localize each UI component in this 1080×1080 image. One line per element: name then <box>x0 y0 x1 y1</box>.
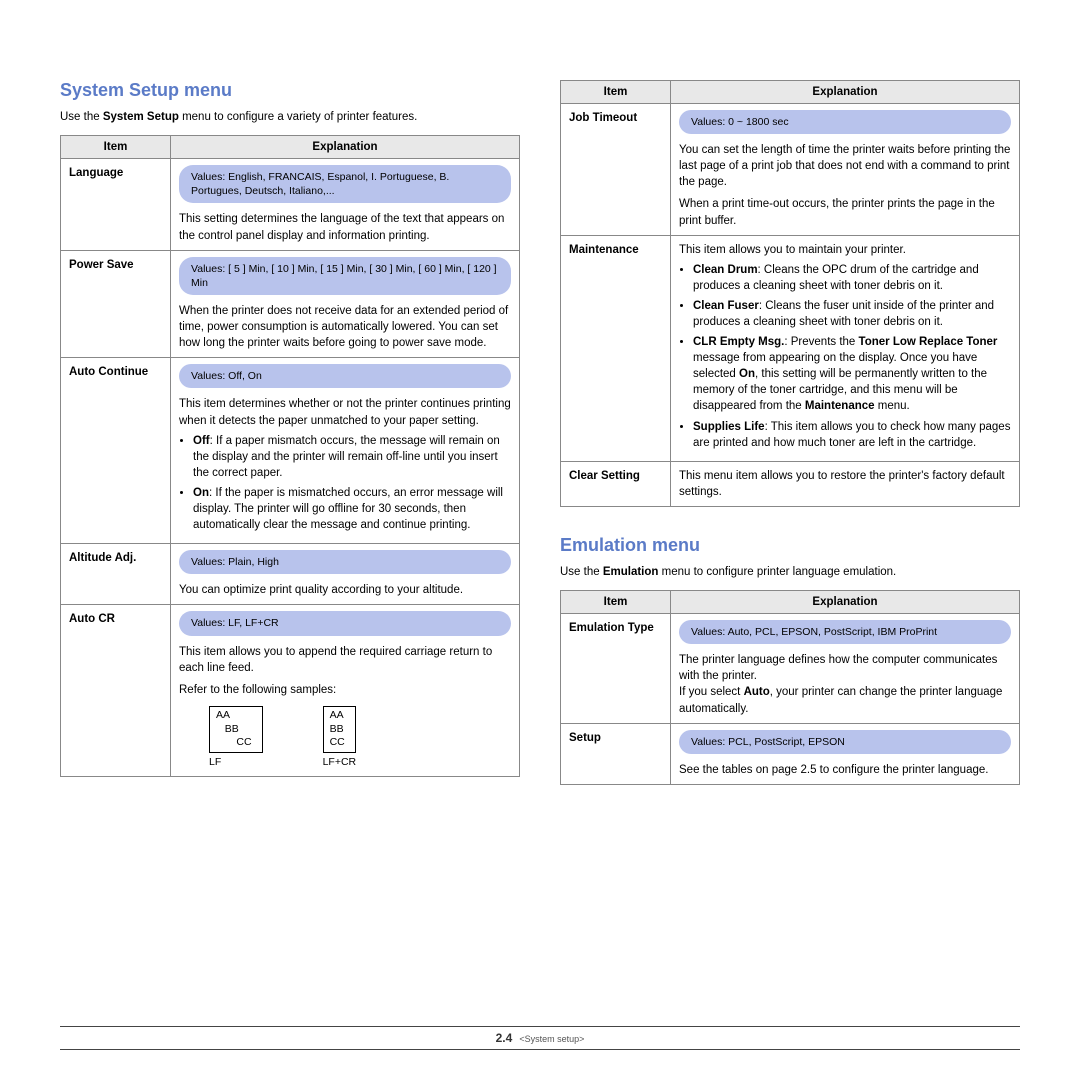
sample-lfcr-box: AA BB CC <box>323 706 357 753</box>
explain-language: Values: English, FRANCAIS, Espanol, I. P… <box>171 159 520 251</box>
th-item: Item <box>61 136 171 159</box>
row-clearsetting: Clear Setting This menu item allows you … <box>561 461 1020 506</box>
values-emultype: Values: Auto, PCL, EPSON, PostScript, IB… <box>679 620 1011 644</box>
item-altitude: Altitude Adj. <box>61 544 171 605</box>
row-maintenance: Maintenance This item allows you to main… <box>561 235 1020 461</box>
values-jobtimeout: Values: 0 ~ 1800 sec <box>679 110 1011 134</box>
page-number: 2.4 <box>496 1031 513 1045</box>
values-autocontinue: Values: Off, On <box>179 364 511 388</box>
th-explanation-r: Explanation <box>671 81 1020 104</box>
explain-altitude: Values: Plain, High You can optimize pri… <box>171 544 520 605</box>
row-language: Language Values: English, FRANCAIS, Espa… <box>61 159 520 251</box>
item-autocontinue: Auto Continue <box>61 358 171 544</box>
item-jobtimeout: Job Timeout <box>561 104 671 236</box>
explain-clearsetting: This menu item allows you to restore the… <box>671 461 1020 506</box>
row-emultype: Emulation Type Values: Auto, PCL, EPSON,… <box>561 614 1020 724</box>
item-maintenance: Maintenance <box>561 235 671 461</box>
page-footer: 2.4 <System setup> <box>60 1026 1020 1050</box>
system-setup-table-cont: Item Explanation Job Timeout Values: 0 ~… <box>560 80 1020 507</box>
item-language: Language <box>61 159 171 251</box>
left-column: System Setup menu Use the System Setup m… <box>60 80 520 785</box>
row-powersave: Power Save Values: [ 5 ] Min, [ 10 ] Min… <box>61 250 520 358</box>
emulation-title: Emulation menu <box>560 535 1020 556</box>
row-autocontinue: Auto Continue Values: Off, On This item … <box>61 358 520 544</box>
item-emultype: Emulation Type <box>561 614 671 724</box>
cr-samples: AA BB CC LF AA BB CC LF+CR <box>209 706 511 770</box>
sample-lf-label: LF <box>209 755 263 770</box>
values-setup: Values: PCL, PostScript, EPSON <box>679 730 1011 754</box>
item-autocr: Auto CR <box>61 605 171 776</box>
values-altitude: Values: Plain, High <box>179 550 511 574</box>
footer-section: <System setup> <box>519 1034 584 1044</box>
explain-maintenance: This item allows you to maintain your pr… <box>671 235 1020 461</box>
system-setup-intro: Use the System Setup menu to configure a… <box>60 109 520 125</box>
sample-lf-box: AA BB CC <box>209 706 263 753</box>
system-setup-title: System Setup menu <box>60 80 520 101</box>
explain-jobtimeout: Values: 0 ~ 1800 sec You can set the len… <box>671 104 1020 236</box>
values-powersave: Values: [ 5 ] Min, [ 10 ] Min, [ 15 ] Mi… <box>179 257 511 295</box>
values-language: Values: English, FRANCAIS, Espanol, I. P… <box>179 165 511 203</box>
row-altitude: Altitude Adj. Values: Plain, High You ca… <box>61 544 520 605</box>
explain-emultype: Values: Auto, PCL, EPSON, PostScript, IB… <box>671 614 1020 724</box>
row-setup: Setup Values: PCL, PostScript, EPSON See… <box>561 723 1020 784</box>
explain-setup: Values: PCL, PostScript, EPSON See the t… <box>671 723 1020 784</box>
explain-autocr: Values: LF, LF+CR This item allows you t… <box>171 605 520 776</box>
row-jobtimeout: Job Timeout Values: 0 ~ 1800 sec You can… <box>561 104 1020 236</box>
emulation-intro: Use the Emulation menu to configure prin… <box>560 564 1020 580</box>
right-column: Item Explanation Job Timeout Values: 0 ~… <box>560 80 1020 785</box>
emul-th-explanation: Explanation <box>671 591 1020 614</box>
explain-powersave: Values: [ 5 ] Min, [ 10 ] Min, [ 15 ] Mi… <box>171 250 520 358</box>
th-explanation: Explanation <box>171 136 520 159</box>
item-powersave: Power Save <box>61 250 171 358</box>
emul-th-item: Item <box>561 591 671 614</box>
values-autocr: Values: LF, LF+CR <box>179 611 511 635</box>
item-clearsetting: Clear Setting <box>561 461 671 506</box>
row-autocr: Auto CR Values: LF, LF+CR This item allo… <box>61 605 520 776</box>
emulation-table: Item Explanation Emulation Type Values: … <box>560 590 1020 785</box>
item-setup: Setup <box>561 723 671 784</box>
system-setup-table: Item Explanation Language Values: Englis… <box>60 135 520 776</box>
explain-autocontinue: Values: Off, On This item determines whe… <box>171 358 520 544</box>
sample-lfcr-label: LF+CR <box>323 755 357 770</box>
th-item-r: Item <box>561 81 671 104</box>
